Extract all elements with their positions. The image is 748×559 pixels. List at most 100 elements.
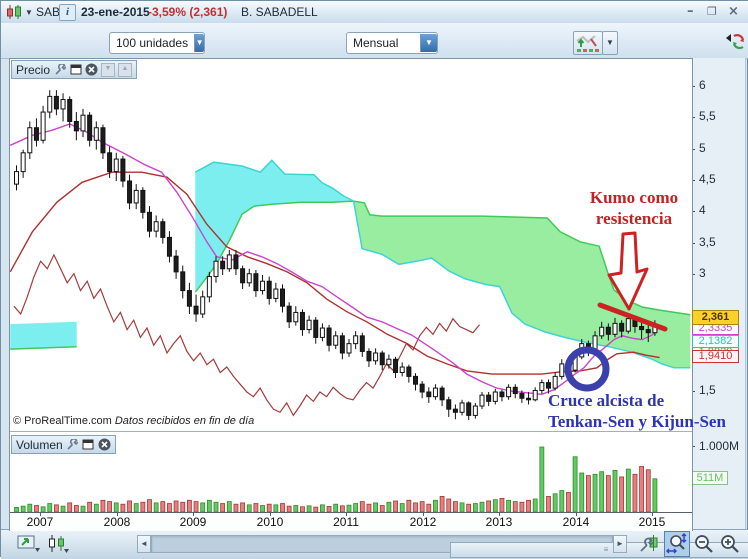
symbol-dropdown-caret[interactable]: ▼: [25, 8, 33, 17]
x-axis-tick-mark: [423, 512, 424, 516]
x-axis-year-label: 2014: [562, 515, 590, 529]
maximize-button[interactable]: ❐: [707, 5, 717, 18]
timeframe-dropdown-value: Mensual: [353, 36, 399, 50]
x-axis-year-label: 2007: [26, 515, 54, 529]
x-axis-year-label: 2010: [256, 515, 284, 529]
bullish-cross-circle-annotation: [564, 346, 610, 392]
scroll-left-button[interactable]: ◄: [137, 535, 151, 553]
x-axis-tick-mark: [117, 512, 118, 516]
wrench-icon[interactable]: [66, 438, 79, 451]
x-axis-year-label: 2008: [103, 515, 131, 529]
panel-separator: [10, 431, 692, 432]
chart-type-dropdown-caret[interactable]: ▼: [602, 31, 618, 55]
detach-window-icon[interactable]: [82, 438, 95, 451]
bullish-cross-annotation-text: Cruce alcista de Tenkan-Sen y Kijun-Sen: [548, 391, 726, 431]
zoom-mode-button-active[interactable]: [664, 531, 690, 557]
volume-tick-label: 1.000M: [699, 439, 740, 453]
price-tick-mark: [691, 149, 695, 150]
kumo-resistance-line-annotation: [597, 302, 668, 332]
close-panel-icon[interactable]: [85, 63, 98, 76]
units-dropdown-caret-icon[interactable]: ▼: [194, 34, 204, 52]
price-tick-label: 1,5: [699, 383, 716, 397]
ichimoku-cloud-bullish: [353, 201, 691, 368]
x-axis-year-label: 2009: [179, 515, 207, 529]
price-tick-label: 3,5: [699, 235, 716, 249]
indicator-price-label: 1,9410: [692, 350, 739, 363]
minimize-button[interactable]: –: [687, 4, 694, 19]
senkou-span-b-line: [194, 200, 691, 316]
info-icon[interactable]: i: [59, 4, 76, 21]
close-button[interactable]: ×: [728, 4, 739, 19]
x-axis-year-label: 2013: [485, 515, 513, 529]
kumo-resistance-annotation-text: Kumo como resistencia: [589, 188, 679, 228]
indicator-price-label: 2,361: [692, 310, 739, 325]
x-axis-year-label: 2012: [409, 515, 437, 529]
x-axis-tick-mark: [652, 512, 653, 516]
price-tick-label: 5: [699, 141, 706, 155]
timeframe-dropdown-caret-icon[interactable]: ▼: [420, 34, 437, 52]
bottom-status-bar: ◄ ≡ ►: [1, 529, 748, 559]
senkou-span-a-line: [194, 159, 691, 369]
x-axis-tick-mark: [40, 512, 41, 516]
volume-bars: [14, 446, 658, 512]
price-tick-mark: [691, 391, 695, 392]
price-panel-title: Precio: [16, 62, 51, 77]
volume-panel-header: Volumen: [11, 435, 116, 454]
indicator-price-label: 2,1382: [692, 335, 739, 348]
candle-style-icon[interactable]: [47, 534, 71, 555]
ichimoku-cloud-bearish: [195, 160, 354, 293]
price-tick-mark: [691, 243, 695, 244]
units-dropdown-value: 100 unidades: [116, 36, 189, 50]
export-chart-icon[interactable]: [17, 534, 43, 555]
left-cloud-fragment: [10, 321, 77, 350]
price-tick-label: 4,5: [699, 172, 716, 186]
wrench-icon[interactable]: [53, 63, 66, 76]
price-tick-mark: [691, 86, 695, 87]
price-tick-label: 4: [699, 203, 706, 217]
volume-panel-title: Volumen: [16, 437, 63, 452]
x-axis-tick-mark: [576, 512, 577, 516]
volume-current-label: 511M: [692, 471, 728, 485]
tenkan-sen-line: [10, 123, 661, 396]
price-tick-mark: [691, 211, 695, 212]
price-and-volume-plot[interactable]: [10, 59, 692, 512]
zoom-out-icon[interactable]: [693, 534, 715, 555]
x-axis-tick-mark: [193, 512, 194, 516]
refresh-data-icon[interactable]: [726, 30, 746, 54]
chart-settings-wrench-icon[interactable]: [639, 534, 661, 555]
x-axis-tick-mark: [346, 512, 347, 516]
time-scrollbar-track[interactable]: ≡: [151, 535, 748, 558]
symbol-label[interactable]: SAB: [36, 5, 61, 19]
units-dropdown[interactable]: 100 unidades ▼: [109, 32, 205, 54]
date-label: 23-ene-2015: [81, 5, 150, 19]
price-tick-mark: [691, 117, 695, 118]
kumo-arrow-annotation: [607, 231, 649, 311]
timeframe-dropdown[interactable]: Mensual ▼: [346, 32, 438, 54]
chart-canvas-area[interactable]: Precio ▼ ▲ Kumo como resistencia Cruce a…: [9, 58, 726, 531]
volume-tick-mark: [691, 446, 695, 447]
move-panel-down-icon[interactable]: ▼: [101, 62, 116, 77]
price-axis[interactable]: 65,554,543,531,52,3612,33352,13821,98201…: [691, 58, 746, 529]
chart-type-icon: [576, 35, 599, 52]
price-tick-mark: [691, 274, 695, 275]
price-tick-label: 6: [699, 78, 706, 92]
chart-toolbar: 100 unidades ▼ Mensual ▼ ▼: [1, 23, 748, 59]
title-bar: ▼ SAB i 23-ene-2015 -3,59% (2,361) B. SA…: [1, 1, 748, 24]
zoom-in-icon[interactable]: [719, 534, 741, 555]
scroll-right-button[interactable]: ►: [613, 535, 627, 553]
x-axis-year-label: 2015: [638, 515, 666, 529]
zoom-drag-icon: [666, 533, 687, 554]
price-tick-label: 5,5: [699, 109, 716, 123]
x-axis-year-label: 2011: [333, 515, 359, 529]
x-axis-tick-mark: [270, 512, 271, 516]
chikou-span-line: [13, 253, 480, 417]
x-axis-tick-mark: [499, 512, 500, 516]
price-panel-header: Precio ▼ ▲: [11, 60, 138, 79]
candlesticks: [14, 90, 658, 421]
price-tick-mark: [691, 180, 695, 181]
chart-type-button[interactable]: [573, 31, 603, 55]
close-panel-icon[interactable]: [98, 438, 111, 451]
detach-window-icon[interactable]: [69, 63, 82, 76]
move-panel-up-icon[interactable]: ▲: [118, 62, 133, 77]
